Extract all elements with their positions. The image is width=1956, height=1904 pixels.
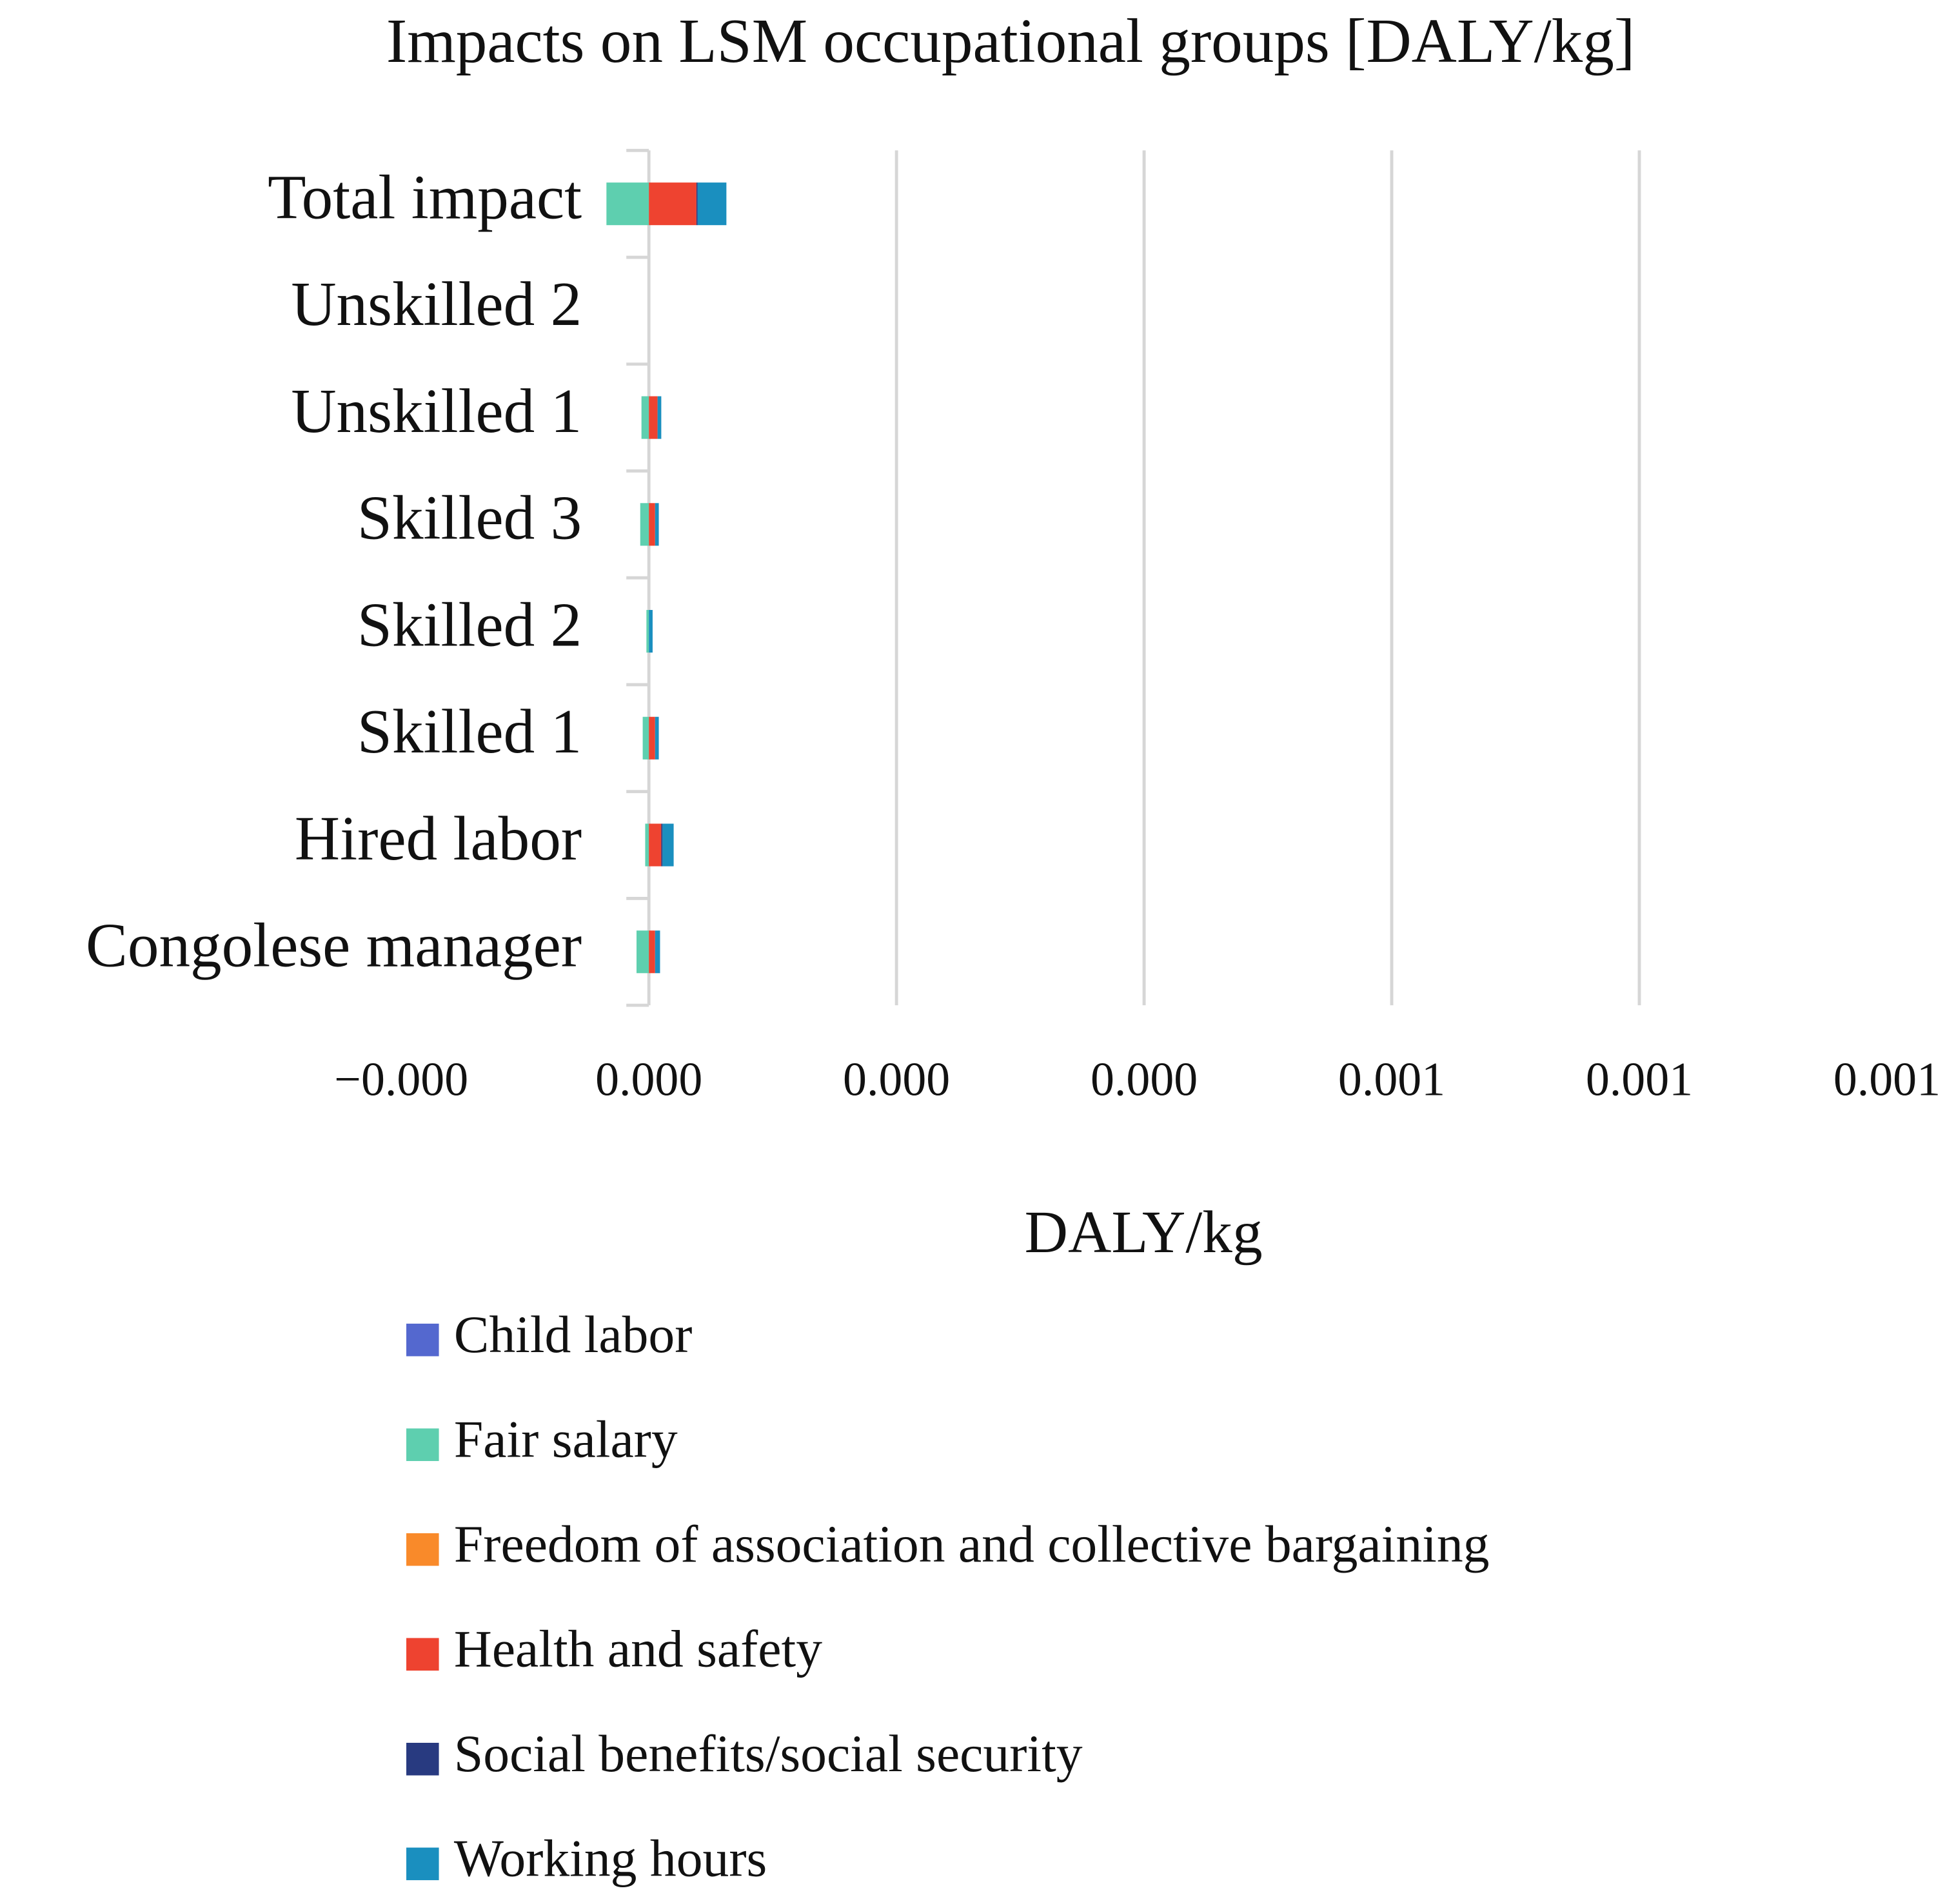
bar-segment	[697, 182, 727, 226]
y-tick-label: Skilled 1	[357, 697, 582, 767]
legend-swatch	[406, 1638, 439, 1671]
bar-segment	[640, 503, 649, 546]
bar-segment	[655, 503, 659, 546]
x-axis-label: DALY/kg	[1025, 1199, 1263, 1266]
bar-segment	[649, 716, 655, 760]
bar-segment	[657, 396, 662, 439]
legend-label: Health and safety	[454, 1619, 822, 1678]
y-tick-label: Skilled 3	[357, 484, 582, 553]
x-tick-label: 0.001	[1833, 1053, 1941, 1106]
bar-segment	[649, 182, 696, 226]
x-tick-label: 0.000	[843, 1053, 950, 1106]
legend-swatch	[406, 1742, 439, 1776]
y-tick-label: Hired labor	[295, 804, 582, 874]
legend-label: Fair salary	[454, 1409, 678, 1468]
x-tick-label: −0.000	[334, 1053, 468, 1106]
x-tick-label: 0.001	[1338, 1053, 1445, 1106]
legend-label: Child labor	[454, 1305, 693, 1364]
legend-swatch	[406, 1428, 439, 1461]
x-tick-label: 0.000	[595, 1053, 702, 1106]
bar-segment	[655, 716, 659, 760]
bar-segment	[649, 503, 655, 546]
y-tick-label: Congolese manager	[86, 911, 582, 981]
legend-swatch	[406, 1847, 439, 1881]
bar-segment	[642, 716, 649, 760]
bar-segment	[649, 823, 662, 867]
legend-label: Social benefits/social security	[454, 1724, 1083, 1783]
y-tick-label: Unskilled 2	[291, 270, 582, 339]
bar-segment	[662, 823, 674, 867]
bar-segment	[649, 610, 653, 653]
bar-segment	[641, 396, 649, 439]
chart-title: Impacts on LSM occupational groups [DALY…	[386, 6, 1635, 76]
bar-segment	[606, 182, 649, 226]
x-tick-label: 0.000	[1091, 1053, 1198, 1106]
legend-label: Freedom of association and collective ba…	[454, 1515, 1490, 1573]
bar-segment	[646, 610, 649, 653]
legend-swatch	[406, 1533, 439, 1566]
y-tick-label: Total impact	[268, 162, 582, 232]
legend-swatch	[406, 1323, 439, 1357]
bar-segment	[696, 182, 698, 226]
x-tick-label: 0.001	[1586, 1053, 1693, 1106]
y-tick-label: Unskilled 1	[291, 377, 582, 446]
y-tick-label: Skilled 2	[357, 590, 582, 660]
bar-segment	[661, 823, 663, 867]
bar-segment	[636, 930, 649, 974]
bar-segment	[645, 823, 649, 867]
legend-label: Working hours	[454, 1829, 767, 1888]
bar-segment	[655, 930, 660, 974]
bar-segment	[649, 396, 658, 439]
bar-segment	[649, 930, 655, 974]
